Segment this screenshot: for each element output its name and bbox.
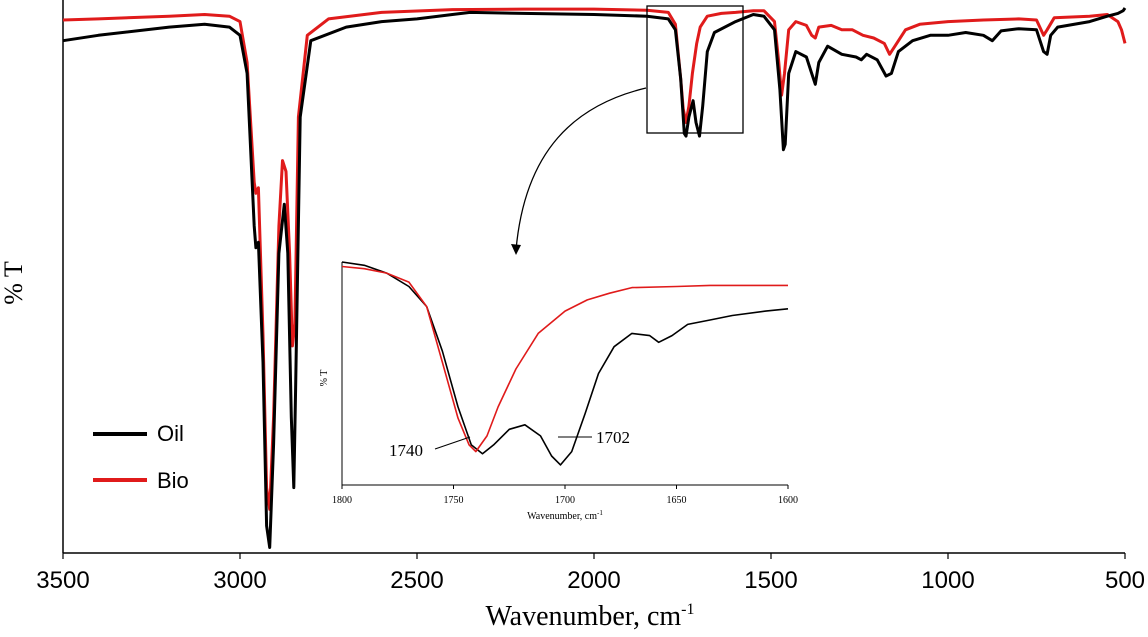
inset-x-ticks: 1800 1750 1700 1650 1600: [332, 485, 798, 506]
inset-series-group: [341, 261, 789, 466]
main-x-tick-label: 3000: [213, 567, 266, 594]
inset-x-tick-label: 1700: [555, 495, 575, 506]
inset-chart: 1800 1750 1700 1650 1600 Wavenumber, cm-1 % …: [319, 261, 798, 522]
zoom-arrow: [515, 87, 647, 251]
annotation-1702: 1702: [596, 428, 630, 447]
main-x-tick-label: 500: [1105, 567, 1145, 594]
main-x-tick-label: 2500: [390, 567, 443, 594]
inset-background: [342, 262, 788, 484]
inset-series-oil-line: [341, 261, 789, 466]
main-series-oil-line: [62, 7, 1127, 549]
legend: Oil Bio: [93, 421, 189, 493]
main-x-tick-label: 3500: [36, 567, 89, 594]
legend-label-bio: Bio: [157, 468, 189, 493]
legend-label-oil: Oil: [157, 421, 184, 446]
main-x-axis-label: Wavenumber, cm-1: [486, 601, 695, 632]
inset-y-axis-label: % T: [319, 370, 330, 387]
inset-x-axis-label: Wavenumber, cm-1: [527, 509, 603, 522]
inset-x-tick-label: 1650: [667, 495, 687, 506]
inset-x-tick-label: 1750: [444, 495, 464, 506]
main-x-ticks: 3500 3000 2500 2000 1500 1000 500: [36, 553, 1145, 594]
inset-x-tick-label: 1600: [778, 495, 798, 506]
main-x-tick-label: 1500: [744, 567, 797, 594]
inset-series-bio-line: [341, 265, 788, 453]
zoom-arrow-head: [511, 244, 521, 255]
main-y-axis-label: % T: [0, 261, 28, 305]
zoom-region-box: [646, 5, 744, 134]
annotation-1740: 1740: [389, 441, 423, 460]
main-x-tick-label: 2000: [567, 567, 620, 594]
main-x-tick-label: 1000: [921, 567, 974, 594]
main-series-group: [62, 7, 1127, 549]
inset-x-tick-label: 1800: [332, 495, 352, 506]
annotation-leader-1740: [434, 436, 471, 450]
